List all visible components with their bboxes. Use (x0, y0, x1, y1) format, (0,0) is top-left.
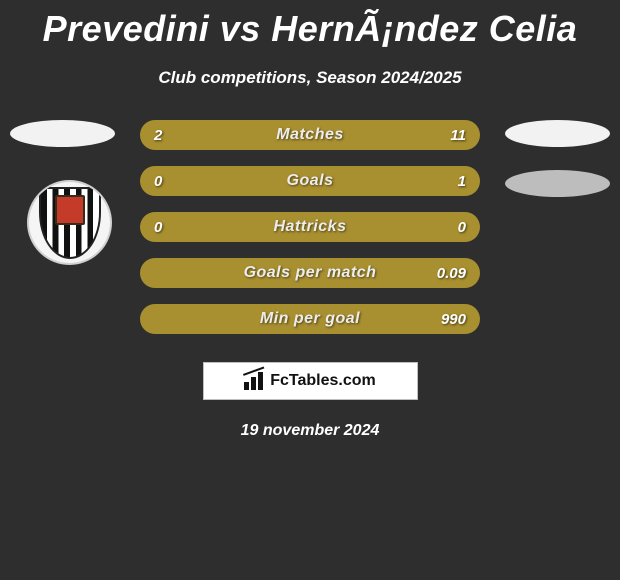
page-title: Prevedini vs HernÃ¡ndez Celia (0, 0, 620, 50)
stat-left-value: 2 (154, 120, 162, 150)
stat-row-goals: 0 Goals 1 (140, 166, 480, 196)
stat-label: Goals (287, 172, 334, 190)
stat-right-value: 11 (450, 120, 466, 150)
merida-badge-icon (27, 180, 112, 265)
stat-label: Hattricks (274, 218, 347, 236)
stat-label: Goals per match (244, 264, 377, 282)
right-team-placeholder-2-icon (505, 170, 610, 197)
stat-pill-column: 2 Matches 11 0 Goals 1 0 Hattricks 0 Goa… (140, 120, 480, 334)
right-team-placeholder-icon (505, 120, 610, 147)
stats-area: 2 Matches 11 0 Goals 1 0 Hattricks 0 Goa… (0, 120, 620, 440)
stat-row-matches: 2 Matches 11 (140, 120, 480, 150)
stat-right-value: 0.09 (437, 258, 466, 288)
stat-right-value: 0 (458, 212, 466, 242)
bar-chart-icon (244, 372, 264, 390)
stat-right-value: 990 (441, 304, 466, 334)
stat-label: Min per goal (260, 310, 360, 328)
stat-left-value: 0 (154, 166, 162, 196)
stat-left-value: 0 (154, 212, 162, 242)
stat-row-hattricks: 0 Hattricks 0 (140, 212, 480, 242)
left-team-placeholder-icon (10, 120, 115, 147)
fctables-banner[interactable]: FcTables.com (203, 362, 418, 400)
stat-row-min-per-goal: Min per goal 990 (140, 304, 480, 334)
subtitle: Club competitions, Season 2024/2025 (0, 68, 620, 88)
merida-shield-icon (39, 187, 101, 259)
stat-right-value: 1 (458, 166, 466, 196)
date-label: 19 november 2024 (0, 422, 620, 440)
stat-row-goals-per-match: Goals per match 0.09 (140, 258, 480, 288)
stat-label: Matches (276, 126, 344, 144)
banner-text: FcTables.com (270, 372, 376, 390)
